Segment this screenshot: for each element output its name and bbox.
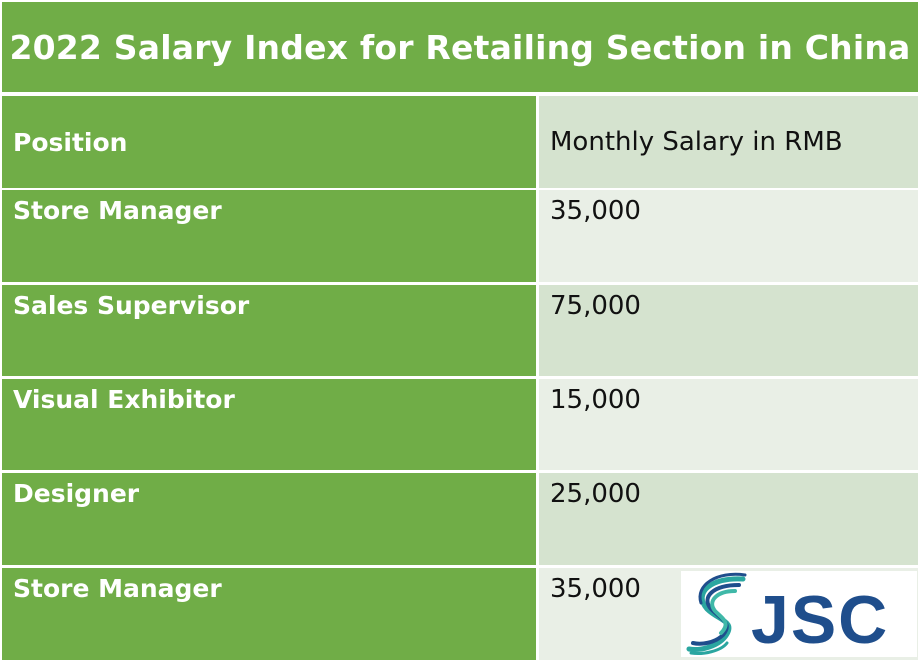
- table-row: Sales Supervisor 75,000: [2, 285, 918, 376]
- page-title: 2022 Salary Index for Retailing Section …: [2, 2, 918, 92]
- salary-cell: 25,000: [539, 473, 918, 565]
- salary-cell: 75,000: [539, 285, 918, 376]
- salary-cell: 35,000: [539, 190, 918, 282]
- svg-text:JSC: JSC: [751, 582, 889, 657]
- jsc-logo: JSC: [681, 571, 917, 658]
- position-cell: Store Manager: [2, 568, 536, 660]
- position-cell: Designer: [2, 473, 536, 565]
- position-cell: Sales Supervisor: [2, 285, 536, 376]
- table-row: Designer 25,000: [2, 473, 918, 565]
- swirl-s-logo-icon: JSC: [686, 572, 889, 658]
- position-cell: Visual Exhibitor: [2, 379, 536, 470]
- header-position: Position: [2, 96, 536, 188]
- header-salary: Monthly Salary in RMB: [539, 96, 918, 188]
- salary-cell: 15,000: [539, 379, 918, 470]
- table-row: Visual Exhibitor 15,000: [2, 379, 918, 470]
- table-row: Store Manager 35,000: [2, 190, 918, 282]
- table-header-row: Position Monthly Salary in RMB: [2, 96, 918, 188]
- position-cell: Store Manager: [2, 190, 536, 282]
